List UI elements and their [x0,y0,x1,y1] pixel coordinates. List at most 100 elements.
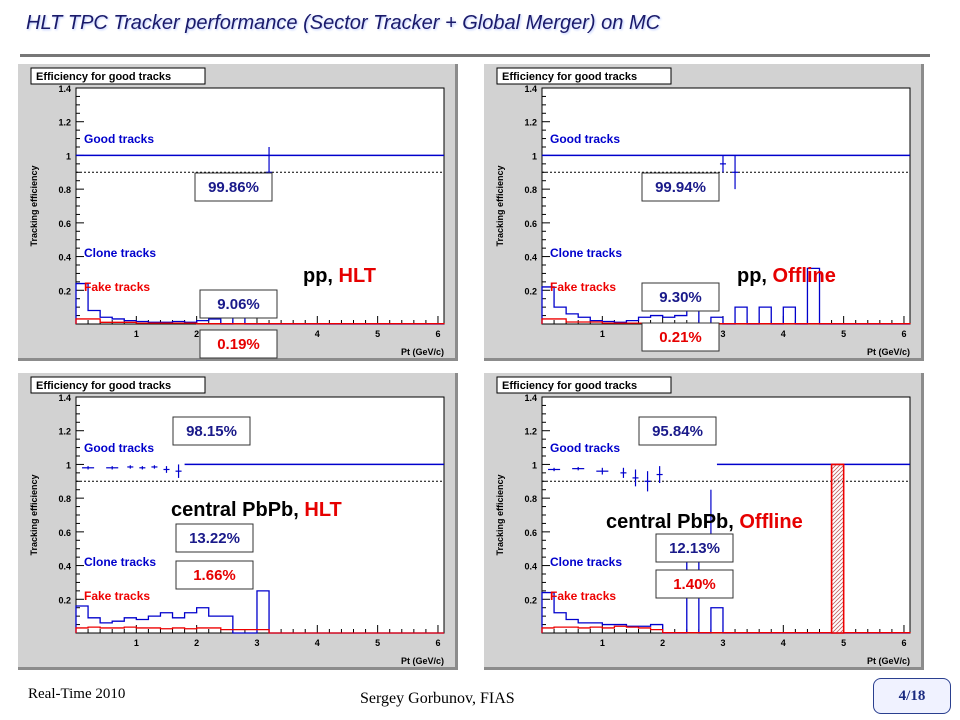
x-tick-label: 4 [315,638,320,648]
x-tick-label: 4 [781,329,786,339]
x-axis-label: Pt (GeV/c) [401,656,444,666]
y-tick-label: 1.4 [524,393,537,403]
value-clone-tracks-box [655,533,734,563]
chart-panel-pp-offline: Efficiency for good tracks 0.2 0.4 0.6 0.8 1 1… [484,64,924,361]
y-tick-label: 1 [532,151,537,161]
y-axis-label: Tracking efficiency [29,165,39,246]
dataset-label-sample: pp, [737,265,773,287]
y-tick-label: 1.4 [58,393,71,403]
y-tick-label: 0.2 [524,595,537,605]
value-good-tracks-box [638,416,717,446]
dataset-label-sample: central PbPb, [606,511,739,533]
y-tick-label: 1.2 [58,118,71,128]
x-tick-label: 5 [841,329,846,339]
dataset-label-reco: Offline [739,511,802,533]
title-divider [20,54,930,57]
value-clone-tracks-box [199,289,278,319]
dataset-label: pp, HLT [303,265,376,287]
x-axis-label: Pt (GeV/c) [867,347,910,357]
panel-title-box [496,67,672,85]
y-tick-label: 0.8 [524,494,537,504]
value-good-tracks-box [641,172,720,202]
legend-clone-tracks: Clone tracks [550,246,622,260]
y-tick-label: 1.2 [58,427,71,437]
y-tick-label: 0.8 [58,185,71,195]
y-tick-label: 0.4 [58,562,71,572]
y-tick-label: 0.4 [58,253,71,263]
x-tick-label: 6 [435,329,440,339]
value-good-tracks-box [194,172,273,202]
panel-title-box [30,67,206,85]
value-fake-tracks-box [175,560,254,590]
y-tick-label: 1 [66,151,71,161]
chart-pp-hlt: Efficiency for good tracks 0.2 0.4 0.6 0.8 1 1… [29,67,445,359]
y-tick-label: 1.2 [524,118,537,128]
y-tick-label: 1 [532,460,537,470]
chart-pp-offline: Efficiency for good tracks 0.2 0.4 0.6 0.8 1 1… [495,67,911,357]
dataset-label-reco: HLT [304,499,341,521]
value-good-tracks-box [172,416,251,446]
value-clone-tracks-box [641,282,720,312]
y-tick-label: 0.6 [524,528,537,538]
x-tick-label: 1 [134,329,139,339]
y-tick-label: 0.8 [524,185,537,195]
plot-area [75,87,445,325]
y-axis-label: Tracking efficiency [495,165,505,246]
x-tick-label: 2 [194,638,199,648]
dataset-label-sample: pp, [303,265,339,287]
legend-clone-tracks: Clone tracks [550,555,622,569]
chart-pbpb-hlt: Efficiency for good tracks 0.2 0.4 0.6 0.8 1 1… [29,376,445,666]
dataset-label: pp, Offline [737,265,836,287]
y-axis-label: Tracking efficiency [495,474,505,555]
x-tick-label: 2 [194,329,199,339]
value-fake-tracks: 0.21% [659,329,702,346]
value-good-tracks: 99.86% [208,179,259,196]
y-tick-label: 0.8 [58,494,71,504]
legend-clone-tracks: Clone tracks [84,555,156,569]
x-axis-label: Pt (GeV/c) [401,347,444,357]
panel-title: Efficiency for good tracks [36,380,171,392]
dataset-label-reco: Offline [773,265,836,287]
fake-tracks-histogram [75,626,444,634]
panel-title: Efficiency for good tracks [36,71,171,83]
y-tick-label: 1.2 [524,427,537,437]
value-clone-tracks: 9.30% [659,289,702,306]
x-tick-label: 5 [841,638,846,648]
x-tick-label: 6 [901,638,906,648]
page-number: 4/18 [873,678,951,714]
chart-pbpb-offline: Efficiency for good tracks 0.2 0.4 0.6 0.8 1 1… [495,376,911,666]
y-tick-label: 1.4 [524,84,537,94]
y-axis-label: Tracking efficiency [29,474,39,555]
panel-title-box [30,376,206,394]
value-good-tracks: 98.15% [186,423,237,440]
x-tick-label: 3 [254,638,259,648]
x-tick-label: 4 [781,638,786,648]
fake-tracks-histogram [541,318,911,325]
dataset-label: central PbPb, Offline [606,511,803,533]
x-tick-label: 1 [134,638,139,648]
y-tick-label: 0.2 [524,286,537,296]
y-tick-label: 0.2 [58,286,71,296]
x-axis-label: Pt (GeV/c) [867,656,910,666]
conference-name: Real-Time 2010 [28,686,126,702]
y-tick-label: 0.6 [58,219,71,229]
x-tick-label: 6 [435,638,440,648]
y-tick-label: 0.4 [524,253,537,263]
value-clone-tracks-box [175,523,254,553]
value-fake-tracks: 1.40% [673,576,716,593]
value-fake-tracks-box [641,322,720,352]
value-fake-tracks-box [655,569,734,599]
x-tick-label: 4 [315,329,320,339]
value-clone-tracks: 9.06% [217,296,260,313]
x-tick-label: 1 [600,329,605,339]
x-tick-label: 3 [720,329,725,339]
value-clone-tracks: 12.13% [669,540,720,557]
value-good-tracks: 95.84% [652,423,703,440]
x-tick-label: 1 [600,638,605,648]
y-tick-label: 0.2 [58,595,71,605]
plot-area [541,87,911,325]
legend-good-tracks: Good tracks [84,441,154,455]
fake-tracks-bin [830,463,845,634]
y-tick-label: 1.4 [58,84,71,94]
y-tick-label: 0.6 [524,219,537,229]
